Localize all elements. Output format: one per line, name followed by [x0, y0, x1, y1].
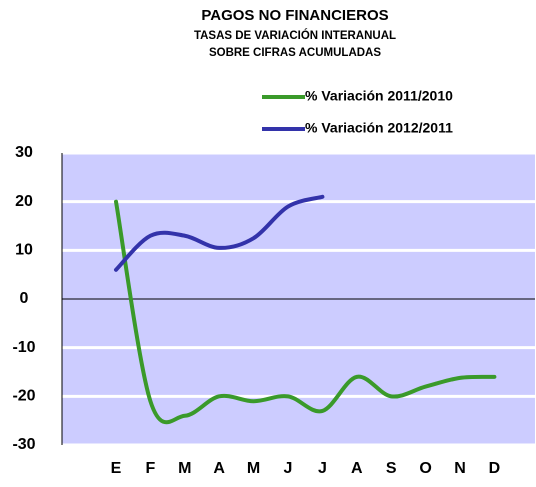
- x-tick-label: A: [351, 460, 363, 477]
- y-tick-label: 20: [15, 193, 33, 210]
- x-tick-label: M: [178, 460, 191, 477]
- y-tick-label: 0: [20, 290, 29, 307]
- x-tick-label: A: [213, 460, 225, 477]
- y-tick-label: 10: [15, 242, 33, 259]
- data-line: [114, 199, 497, 425]
- y-tick-label: -20: [12, 388, 35, 405]
- chart-subtitle: TASAS DE VARIACIÓN INTERANUAL: [194, 29, 396, 42]
- x-tick-label: S: [386, 460, 397, 477]
- y-tick-label: -10: [12, 339, 35, 356]
- data-line: [114, 194, 325, 272]
- x-tick-label: J: [284, 460, 293, 477]
- x-tick-label: M: [247, 460, 260, 477]
- x-tick-label: F: [146, 460, 156, 477]
- x-tick-label: D: [489, 460, 501, 477]
- chart-subtitle: SOBRE CIFRAS ACUMULADAS: [209, 47, 381, 59]
- legend-label: % Variación 2012/2011: [305, 120, 453, 136]
- y-tick-label: 30: [15, 144, 33, 161]
- x-tick-label: N: [454, 460, 466, 477]
- x-tick-label: O: [419, 460, 431, 477]
- chart-title: PAGOS NO FINANCIEROS: [201, 7, 388, 24]
- x-tick-label: J: [318, 460, 327, 477]
- legend-label: % Variación 2011/2010: [305, 88, 453, 104]
- x-tick-label: E: [111, 460, 122, 477]
- y-tick-label: -30: [12, 436, 35, 453]
